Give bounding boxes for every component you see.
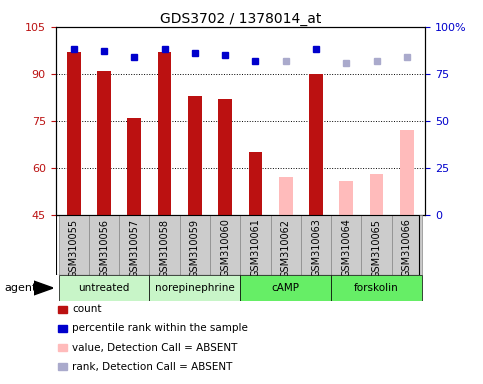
Bar <box>249 152 262 215</box>
Text: count: count <box>72 304 102 314</box>
Bar <box>400 131 413 215</box>
Text: GSM310055: GSM310055 <box>69 218 79 278</box>
Bar <box>128 118 141 215</box>
Bar <box>149 275 241 301</box>
Text: GSM310059: GSM310059 <box>190 218 200 278</box>
Bar <box>58 275 149 301</box>
Text: GSM310066: GSM310066 <box>402 218 412 278</box>
Bar <box>218 99 232 215</box>
Bar <box>301 215 331 275</box>
Bar <box>119 215 149 275</box>
Bar <box>97 71 111 215</box>
Text: GSM310057: GSM310057 <box>129 218 139 278</box>
Bar <box>361 215 392 275</box>
Text: norepinephrine: norepinephrine <box>155 283 235 293</box>
Text: GSM310062: GSM310062 <box>281 218 291 278</box>
Text: value, Detection Call = ABSENT: value, Detection Call = ABSENT <box>72 343 238 353</box>
Text: agent: agent <box>5 283 37 293</box>
Title: GDS3702 / 1378014_at: GDS3702 / 1378014_at <box>159 12 321 26</box>
Text: cAMP: cAMP <box>272 283 300 293</box>
Bar <box>279 177 293 215</box>
Bar <box>331 275 422 301</box>
Text: rank, Detection Call = ABSENT: rank, Detection Call = ABSENT <box>72 362 233 372</box>
Text: GSM310063: GSM310063 <box>311 218 321 278</box>
Text: GSM310058: GSM310058 <box>159 218 170 278</box>
Bar <box>270 215 301 275</box>
Bar <box>241 215 270 275</box>
Text: GSM310065: GSM310065 <box>371 218 382 278</box>
Text: GSM310064: GSM310064 <box>341 218 351 278</box>
Bar <box>331 215 361 275</box>
Bar <box>370 174 384 215</box>
Bar <box>180 215 210 275</box>
Bar <box>340 180 353 215</box>
Text: forskolin: forskolin <box>354 283 399 293</box>
Bar <box>149 215 180 275</box>
Bar <box>309 74 323 215</box>
Text: percentile rank within the sample: percentile rank within the sample <box>72 323 248 333</box>
Polygon shape <box>34 281 53 295</box>
Bar <box>210 215 241 275</box>
Bar <box>89 215 119 275</box>
Text: GSM310061: GSM310061 <box>251 218 260 278</box>
Bar <box>392 215 422 275</box>
Bar <box>67 52 81 215</box>
Bar <box>188 96 202 215</box>
Bar <box>158 52 171 215</box>
Text: GSM310056: GSM310056 <box>99 218 109 278</box>
Text: GSM310060: GSM310060 <box>220 218 230 278</box>
Bar <box>241 275 331 301</box>
Bar <box>58 215 89 275</box>
Text: untreated: untreated <box>78 283 130 293</box>
